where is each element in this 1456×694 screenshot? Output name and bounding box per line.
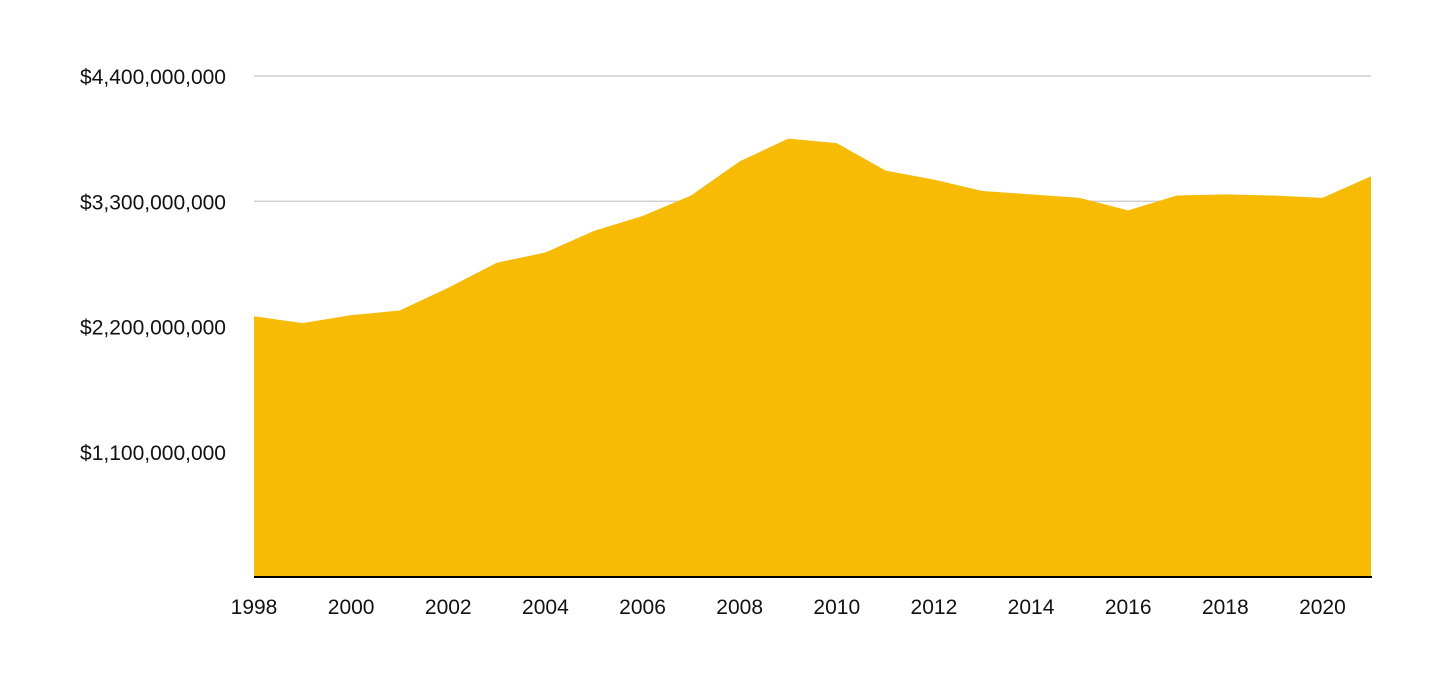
x-tick-label: 2018 [1202, 596, 1249, 619]
x-tick-label: 2002 [425, 596, 472, 619]
series-area [254, 138, 1371, 577]
y-tick-label: $4,400,000,000 [80, 66, 226, 89]
x-tick-label: 2016 [1105, 596, 1152, 619]
y-tick-label: $3,300,000,000 [80, 191, 226, 214]
x-axis-tick-labels: 1998 2000 2002 2004 2006 2008 2010 2012 2014 2016… [231, 596, 1346, 619]
x-tick-label: 2004 [522, 596, 569, 619]
x-tick-label: 2010 [813, 596, 860, 619]
x-tick-label: 2006 [619, 596, 666, 619]
y-axis-tick-labels: $1,100,000,000 $2,200,000,000 $3,300,000,0… [80, 66, 226, 465]
x-tick-label: 2000 [328, 596, 375, 619]
series-area-group [254, 138, 1371, 577]
x-tick-label: 2014 [1008, 596, 1055, 619]
x-tick-label: 2012 [911, 596, 958, 619]
y-tick-label: $2,200,000,000 [80, 317, 226, 340]
x-tick-label: 2020 [1299, 596, 1346, 619]
x-tick-label: 2008 [716, 596, 763, 619]
y-tick-label: $1,100,000,000 [80, 442, 226, 465]
x-tick-label: 1998 [231, 596, 278, 619]
